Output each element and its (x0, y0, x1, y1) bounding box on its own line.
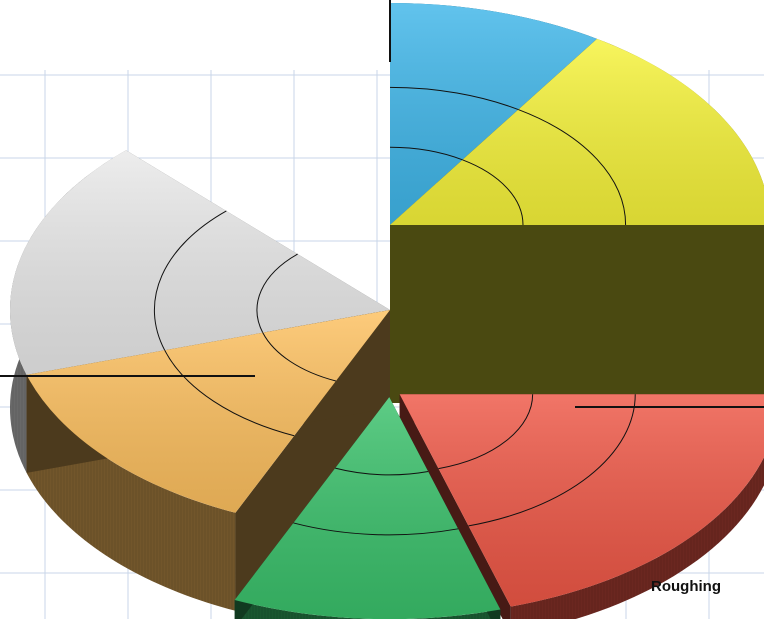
slice-ring (438, 394, 534, 470)
slice-ring (153, 210, 227, 351)
slice-top-sheen (390, 3, 597, 225)
pie-slice (399, 394, 764, 624)
slice-ring (262, 332, 337, 382)
slice-ring (335, 467, 429, 476)
pie-slice (390, 38, 764, 404)
slice-ring (462, 159, 524, 226)
slice-top-sheen (26, 310, 391, 513)
slice-radial-wall (390, 225, 764, 403)
pie-overlays (0, 0, 764, 408)
slice-ring (293, 522, 459, 536)
slice-side-texture (234, 599, 501, 624)
slice-top-sheen (234, 397, 501, 620)
slice-ring (468, 394, 636, 527)
slice-top-sheen (390, 38, 764, 225)
pie-slices (9, 3, 764, 624)
pie-slice (234, 397, 501, 624)
slice-top-sheen (399, 394, 764, 607)
slice-ring (518, 109, 627, 226)
slice-side-texture (510, 457, 764, 624)
slice-radial-wall (399, 394, 511, 624)
slice-side-texture (26, 374, 236, 611)
slice-ring (389, 146, 463, 161)
slice-top-sheen (9, 150, 390, 375)
slice-ring (256, 253, 298, 333)
slice-ring (389, 86, 519, 111)
chart-caption: Roughing (651, 578, 721, 595)
slice-ring (164, 350, 295, 437)
pie-slice (26, 310, 391, 611)
